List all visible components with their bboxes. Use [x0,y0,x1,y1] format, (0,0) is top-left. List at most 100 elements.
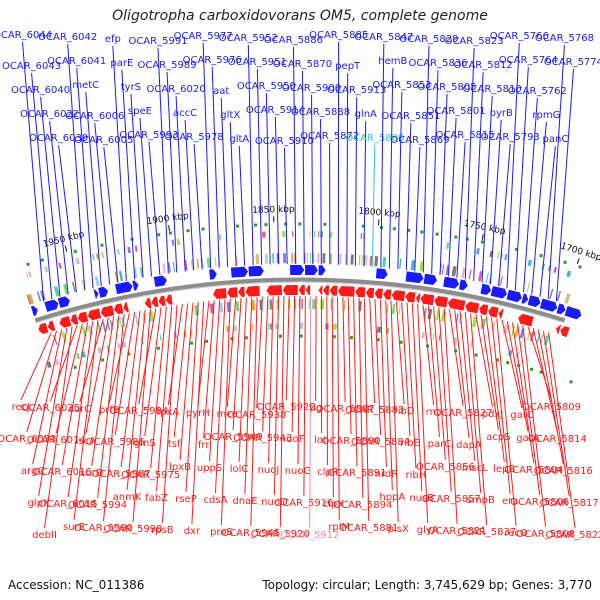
forward-gene-label[interactable]: OCAR_5829 [399,34,458,45]
reverse-gene-label[interactable]: OCAR_5938 [227,410,286,421]
reverse-gene-arrow[interactable] [123,302,129,313]
reverse-gene-label[interactable]: glpX [27,498,49,509]
reverse-gene-label[interactable]: OCAR_5945 [221,528,280,539]
forward-gene-label[interactable]: OCAR_5851 [381,111,440,122]
reverse-gene-label[interactable]: nuoG [285,466,312,477]
forward-gene-label[interactable]: OCAR_5869 [390,135,449,146]
reverse-gene-label[interactable]: nrdR [375,469,399,480]
reverse-gene-arrow[interactable] [144,297,152,309]
reverse-gene-label[interactable]: OCAR_5943 [233,433,292,444]
reverse-gene-label[interactable]: OCAR_5894 [333,500,392,511]
reverse-gene-label[interactable]: anmK [113,492,142,503]
forward-gene-label[interactable]: OCAR_5774 [544,57,600,68]
reverse-gene-arrow[interactable] [282,285,298,296]
reverse-gene-label[interactable]: rplM [328,522,350,533]
reverse-gene-arrow[interactable] [556,324,562,335]
reverse-gene-label[interactable]: surE [63,522,85,533]
reverse-gene-arrow[interactable] [70,314,79,325]
forward-gene-label[interactable]: OCAR_5823 [445,36,504,47]
forward-gene-label[interactable]: OCAR_5853 [372,80,431,91]
forward-gene-label[interactable]: parE [110,58,133,69]
forward-gene-label[interactable]: OCAR_5762 [508,86,567,97]
forward-gene-label[interactable]: OCAR_5993 [119,130,178,141]
reverse-gene-arrow[interactable] [238,286,245,297]
reverse-gene-label[interactable]: OCAR_5984 [109,406,168,417]
reverse-gene-label[interactable]: OCAR_5822 [546,530,600,541]
reverse-gene-label[interactable]: nusB [409,493,434,504]
reverse-gene-arrow[interactable] [165,294,173,305]
reverse-gene-arrow[interactable] [38,322,49,335]
reverse-gene-label[interactable]: OCAR_6033 [0,434,56,445]
reverse-gene-arrow[interactable] [498,308,504,319]
forward-gene-label[interactable]: OCAR_5870 [273,59,332,70]
reverse-gene-label[interactable]: proS [210,527,233,538]
reverse-gene-label[interactable]: fabZ [145,493,168,504]
reverse-gene-arrow[interactable] [355,286,366,298]
reverse-gene-label[interactable]: OCAR_5987 [92,469,151,480]
reverse-gene-arrow[interactable] [213,288,227,300]
forward-gene-label[interactable]: OCAR_6041 [47,56,106,67]
reverse-gene-label[interactable]: OCAR_5806 [510,497,569,508]
forward-gene-label[interactable]: efp [105,34,121,45]
forward-gene-label[interactable]: speE [128,106,152,117]
forward-gene-label[interactable]: OCAR_5886 [264,35,323,46]
forward-gene-label[interactable]: OCAR_6044 [0,30,52,41]
reverse-gene-label[interactable]: rnc [426,407,442,418]
reverse-gene-arrow[interactable] [488,306,499,318]
forward-gene-label[interactable]: aat [213,86,229,97]
reverse-gene-arrow[interactable] [47,320,56,332]
reverse-gene-label[interactable]: OCAR_5912 [280,530,339,541]
reverse-gene-label[interactable]: lolC [230,464,249,475]
forward-gene-label[interactable]: OCAR_5872 [300,131,359,142]
reverse-gene-label[interactable]: dnaE [232,496,257,507]
reverse-gene-label[interactable]: OCAR_5814 [528,434,587,445]
forward-gene-label[interactable]: pyrB [490,108,513,119]
reverse-gene-label[interactable]: pdxJ [482,409,504,420]
reverse-gene-label[interactable]: surC [69,404,92,415]
reverse-gene-label[interactable]: gatC [510,410,533,421]
reverse-gene-label[interactable]: OCAR_5881 [339,523,398,534]
reverse-gene-arrow[interactable] [318,285,323,296]
reverse-gene-label[interactable]: OCAR_5986 [86,437,145,448]
reverse-gene-label[interactable]: OCAR_5827 [434,408,493,419]
reverse-gene-arrow[interactable] [405,291,416,303]
reverse-gene-label[interactable]: surD [80,468,104,479]
reverse-gene-label[interactable]: glyA [417,525,439,536]
forward-gene-label[interactable]: OCAR_5764 [499,55,558,66]
reverse-gene-label[interactable]: debII [32,530,57,541]
reverse-gene-label[interactable]: OCAR_5808 [516,529,575,540]
reverse-gene-label[interactable]: OCAR_5990 [74,523,133,534]
forward-gene-label[interactable]: OCAR_5888 [291,107,350,118]
reverse-gene-label[interactable]: acpS [486,432,510,443]
forward-gene-label[interactable]: OCAR_6020 [147,84,206,95]
forward-gene-arrow[interactable] [209,269,217,280]
reverse-gene-label[interactable]: OCAR_5998 [103,524,162,535]
reverse-gene-label[interactable]: rseP [175,494,197,505]
reverse-gene-arrow[interactable] [374,288,383,299]
reverse-gene-arrow[interactable] [447,298,466,311]
forward-gene-label[interactable]: glnA [355,109,377,120]
reverse-gene-label[interactable]: recO [504,528,528,539]
forward-gene-label[interactable]: pepT [335,61,361,72]
reverse-gene-label[interactable]: OCAR_5920 [251,529,310,540]
forward-gene-label[interactable]: OCAR_5812 [454,60,513,71]
reverse-gene-arrow[interactable] [158,295,166,306]
reverse-gene-arrow[interactable] [465,301,480,314]
forward-gene-arrow[interactable] [30,305,38,316]
reverse-gene-arrow[interactable] [479,304,489,316]
forward-gene-label[interactable]: OCAR_5847 [354,32,413,43]
forward-gene-label[interactable]: OCAR_5989 [137,60,196,71]
reverse-gene-label[interactable]: OCAR_6016 [33,467,92,478]
reverse-gene-arrow[interactable] [114,303,124,315]
forward-gene-label[interactable]: panC [543,134,569,145]
reverse-gene-label[interactable]: pyrH [186,408,210,419]
forward-gene-label[interactable]: hemB [378,56,407,67]
reverse-gene-label[interactable]: OCAR_5887 [316,404,375,415]
reverse-gene-label[interactable]: OCAR_5890 [322,436,381,447]
forward-gene-label[interactable]: OCAR_5952 [219,33,278,44]
reverse-gene-label[interactable]: OCAR_5949 [204,432,263,443]
reverse-gene-label[interactable]: prfB [99,405,120,416]
forward-gene-arrow[interactable] [458,279,468,291]
forward-gene-label[interactable]: OCAR_6022 [20,109,79,120]
